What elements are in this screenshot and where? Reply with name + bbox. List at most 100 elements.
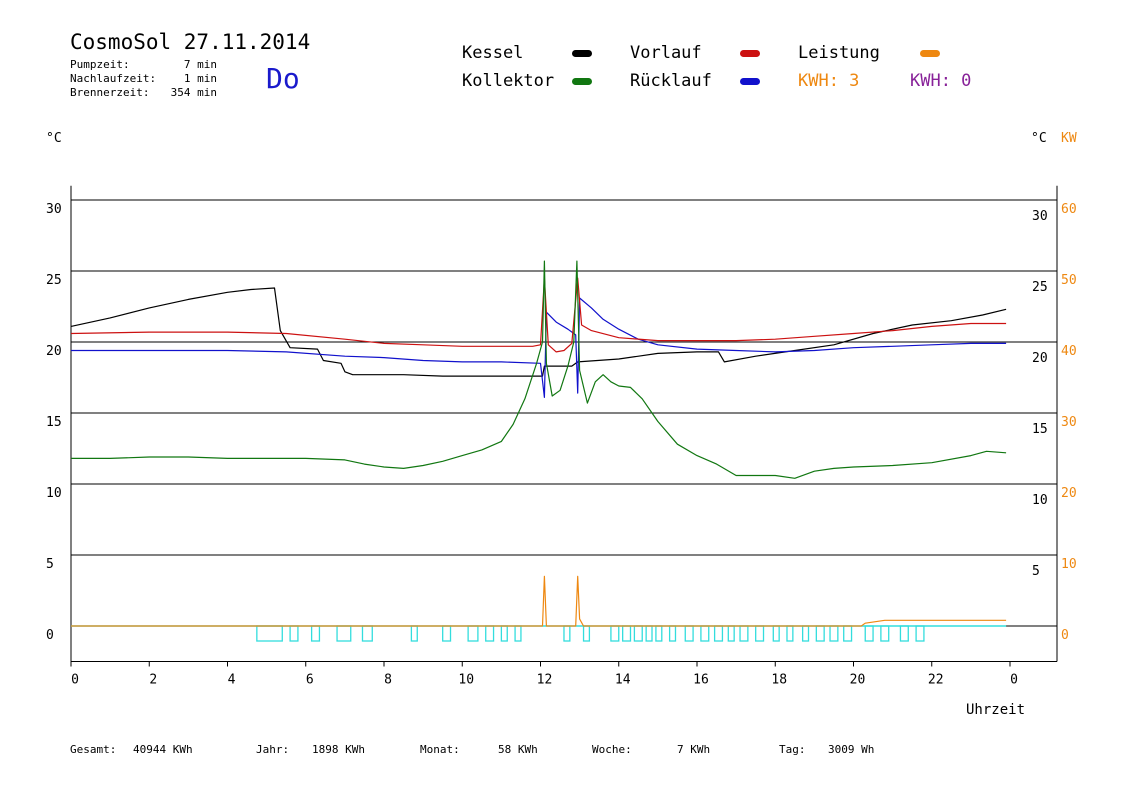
- footer-jahr-label: Jahr:: [256, 743, 290, 756]
- y-tick-right2-20: 20: [1061, 486, 1077, 501]
- pump-interval-20: [700, 625, 710, 642]
- y-tick-right-5: 5: [1032, 564, 1040, 579]
- pump-interval-27: [801, 625, 810, 642]
- legend-kollektor-swatch: [572, 78, 592, 85]
- y-tick-right2-40: 40: [1061, 344, 1077, 359]
- x-tick-label-0: 0: [71, 673, 79, 688]
- y-tick-left-10: 10: [46, 486, 62, 501]
- series-vorlauf-line: [70, 277, 1007, 353]
- series-kessel-line: [70, 287, 1007, 377]
- pump-interval-13: [610, 625, 620, 642]
- legend-kessel-swatch: [572, 50, 592, 57]
- y-tick-left-5: 5: [46, 557, 54, 572]
- legend-kollektor-label: Kollektor: [462, 71, 555, 91]
- x-tick-label-1: 2: [149, 673, 157, 688]
- right2-axis-unit: KW: [1061, 131, 1077, 146]
- pump-interval-26: [786, 625, 794, 642]
- stat-value-pumpzeit: 7 min: [183, 58, 217, 71]
- legend-leistung-label: Leistung: [798, 43, 880, 63]
- y-tick-left-0: 0: [46, 628, 54, 643]
- x-tick-label-9: 18: [771, 673, 787, 688]
- legend-vorlauf-swatch: [740, 50, 760, 57]
- chart-title: CosmoSol 27.11.2014: [70, 30, 311, 54]
- stat-label-brennerzeit: Brennerzeit:: [70, 86, 150, 99]
- footer-tag-label: Tag:: [779, 743, 806, 756]
- pump-interval-18: [668, 625, 677, 642]
- stat-value-brennerzeit: 354 min: [170, 86, 217, 99]
- x-tick-label-4: 8: [384, 673, 392, 688]
- y-tick-left-15: 15: [46, 415, 62, 430]
- legend-ruecklauf-label: Rücklauf: [630, 71, 712, 91]
- footer-woche-value: 7 KWh: [677, 743, 711, 756]
- pump-interval-6: [442, 625, 452, 642]
- pump-interval-10: [514, 625, 522, 642]
- series-leistung-line: [71, 575, 1007, 627]
- y-tick-right-25: 25: [1032, 280, 1048, 295]
- x-tick-label-2: 4: [228, 673, 236, 688]
- footer-monat-label: Monat:: [420, 743, 460, 756]
- x-tick-label-5: 10: [458, 673, 474, 688]
- pump-interval-19: [684, 625, 694, 642]
- weekday-label: Do: [266, 62, 300, 95]
- pump-interval-11: [563, 625, 571, 642]
- legend-kwh-other: KWH: 0: [910, 71, 972, 91]
- footer-jahr-value: 1898 KWh: [312, 743, 365, 756]
- x-tick-label-3: 6: [306, 673, 314, 688]
- pump-interval-0: [256, 625, 283, 642]
- x-tick-label-12: 0: [1010, 673, 1018, 688]
- x-tick-label-10: 20: [850, 673, 866, 688]
- footer-monat-value: 58 KWh: [498, 743, 538, 756]
- pump-interval-5: [410, 625, 418, 642]
- y-tick-left-20: 20: [46, 344, 62, 359]
- pump-interval-25: [772, 625, 780, 642]
- left-axis-unit: °C: [46, 131, 62, 146]
- y-tick-right2-60: 60: [1061, 202, 1077, 217]
- y-tick-left-25: 25: [46, 273, 62, 288]
- series-ruecklauf-line: [71, 297, 1007, 398]
- pump-interval-33: [899, 625, 909, 642]
- pump-interval-30: [843, 625, 853, 642]
- pump-interval-22: [727, 625, 735, 642]
- right-axis-unit: °C: [1031, 131, 1047, 146]
- y-tick-left-30: 30: [46, 202, 62, 217]
- pump-interval-3: [336, 625, 352, 642]
- stat-label-pumpzeit: Pumpzeit:: [70, 58, 130, 71]
- pump-interval-24: [755, 625, 765, 642]
- legend-ruecklauf-swatch: [740, 78, 760, 85]
- pump-interval-29: [829, 625, 839, 642]
- series-kollektor-line: [71, 260, 1007, 479]
- pump-interval-23: [739, 625, 749, 642]
- x-tick-label-8: 16: [693, 673, 709, 688]
- pump-interval-17: [655, 625, 663, 642]
- pump-interval-2: [310, 625, 321, 642]
- pump-interval-1: [289, 625, 299, 642]
- y-tick-right2-30: 30: [1061, 415, 1077, 430]
- pump-interval-7: [467, 625, 479, 642]
- x-tick-label-6: 12: [537, 673, 553, 688]
- y-tick-right-20: 20: [1032, 351, 1048, 366]
- pump-interval-8: [485, 625, 495, 642]
- y-tick-right2-0: 0: [1061, 628, 1069, 643]
- pump-interval-16: [645, 625, 653, 642]
- y-tick-right2-50: 50: [1061, 273, 1077, 288]
- legend-leistung-swatch: [920, 50, 940, 57]
- x-tick-label-11: 22: [928, 673, 944, 688]
- legend-vorlauf-label: Vorlauf: [630, 43, 702, 63]
- legend-kwh-solar: KWH: 3: [798, 71, 860, 91]
- pump-interval-32: [880, 625, 890, 642]
- stat-label-nachlaufzeit: Nachlaufzeit:: [70, 72, 157, 85]
- stat-value-nachlaufzeit: 1 min: [183, 72, 217, 85]
- pump-interval-9: [500, 625, 508, 642]
- pump-interval-4: [361, 625, 373, 642]
- pump-interval-12: [582, 625, 591, 642]
- y-tick-right-30: 30: [1032, 209, 1048, 224]
- footer-tag-value: 3009 Wh: [828, 743, 875, 756]
- footer-woche-label: Woche:: [592, 743, 632, 756]
- y-tick-right-10: 10: [1032, 493, 1048, 508]
- y-tick-right-15: 15: [1032, 422, 1048, 437]
- pump-interval-21: [713, 625, 724, 642]
- pump-interval-31: [864, 625, 874, 642]
- pump-interval-14: [622, 625, 632, 642]
- legend-kessel-label: Kessel: [462, 43, 524, 63]
